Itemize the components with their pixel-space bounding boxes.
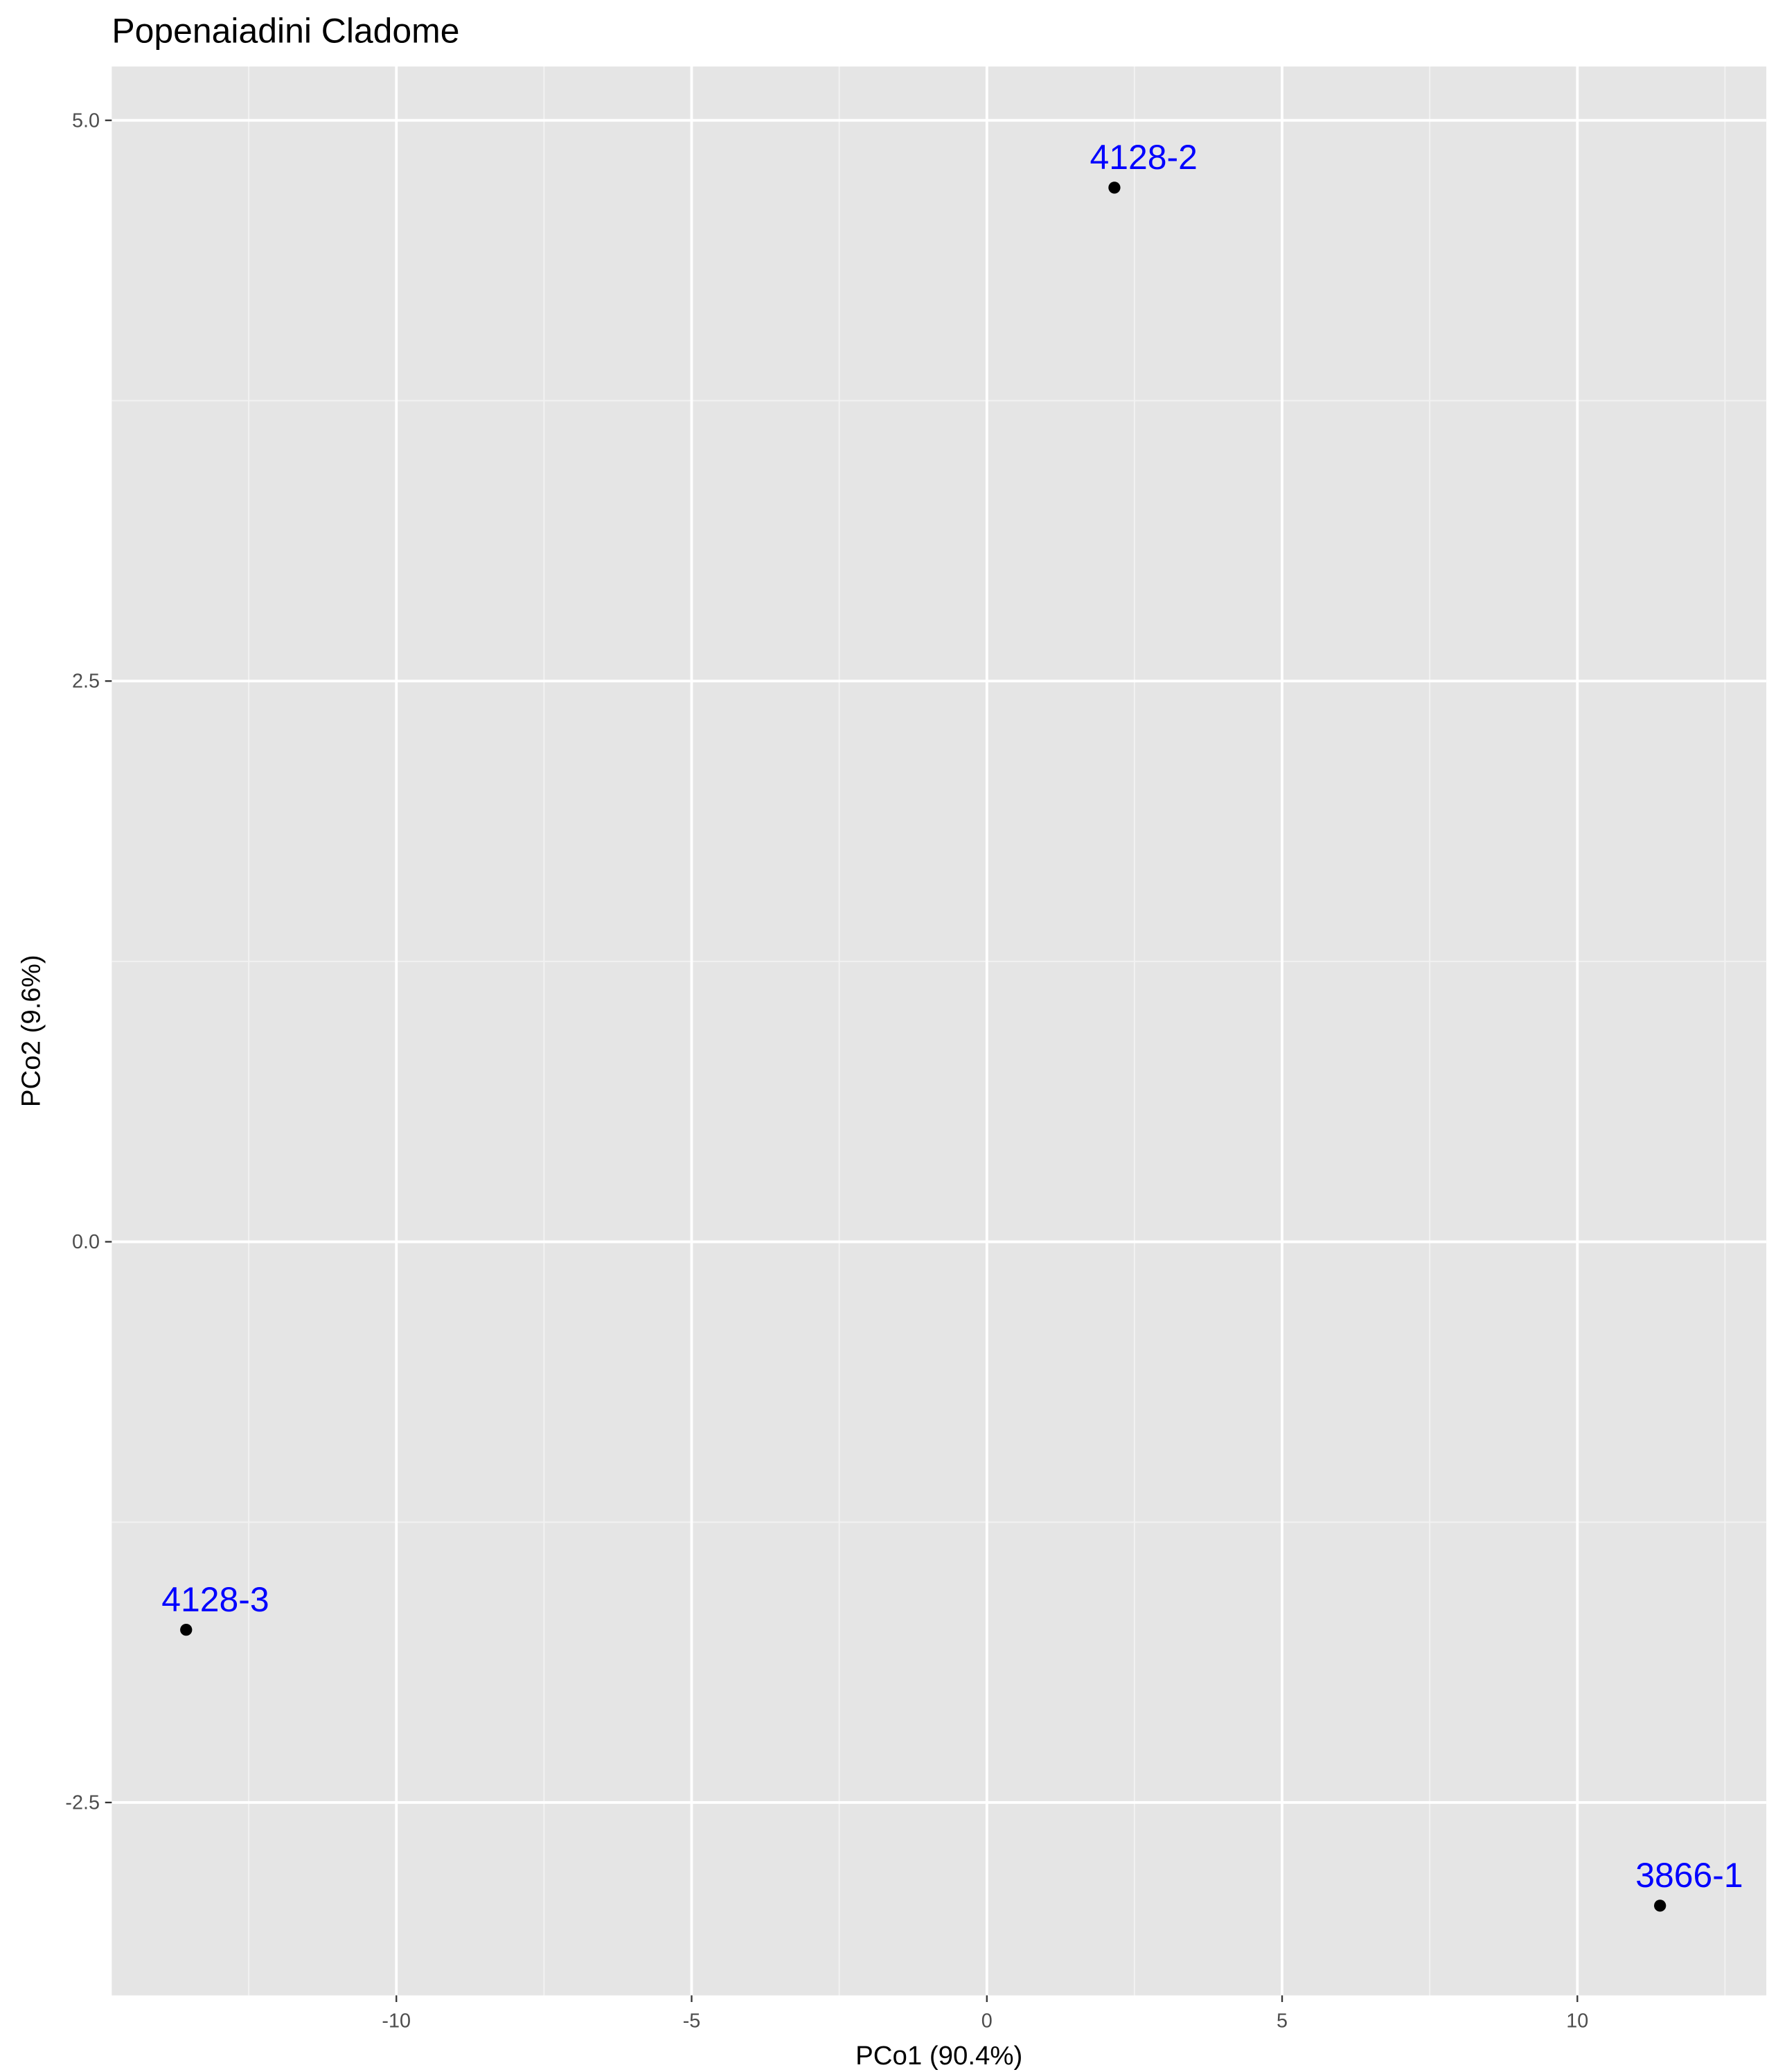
point — [1654, 1900, 1666, 1912]
point — [180, 1624, 193, 1636]
y-tick-label: -2.5 — [65, 1792, 100, 1814]
y-tick-label: 5.0 — [72, 109, 100, 132]
x-tick-label: -5 — [683, 2010, 701, 2032]
point-label: 4128-2 — [1090, 138, 1197, 177]
plot-panel — [112, 67, 1767, 1996]
point — [1108, 181, 1121, 194]
point-label: 3866-1 — [1635, 1856, 1743, 1895]
y-tick-label: 0.0 — [72, 1231, 100, 1253]
chart-title: Popenaiadini Cladome — [112, 11, 459, 50]
x-tick-label: -10 — [382, 2010, 411, 2032]
y-tick-label: 2.5 — [72, 671, 100, 693]
x-axis-label: PCo1 (90.4%) — [855, 2041, 1022, 2071]
x-tick-label: 10 — [1566, 2010, 1588, 2032]
point-label: 4128-3 — [161, 1580, 269, 1619]
y-axis-label: PCo2 (9.6%) — [17, 955, 46, 1107]
x-tick-label: 0 — [981, 2010, 993, 2032]
x-tick-label: 5 — [1277, 2010, 1288, 2032]
